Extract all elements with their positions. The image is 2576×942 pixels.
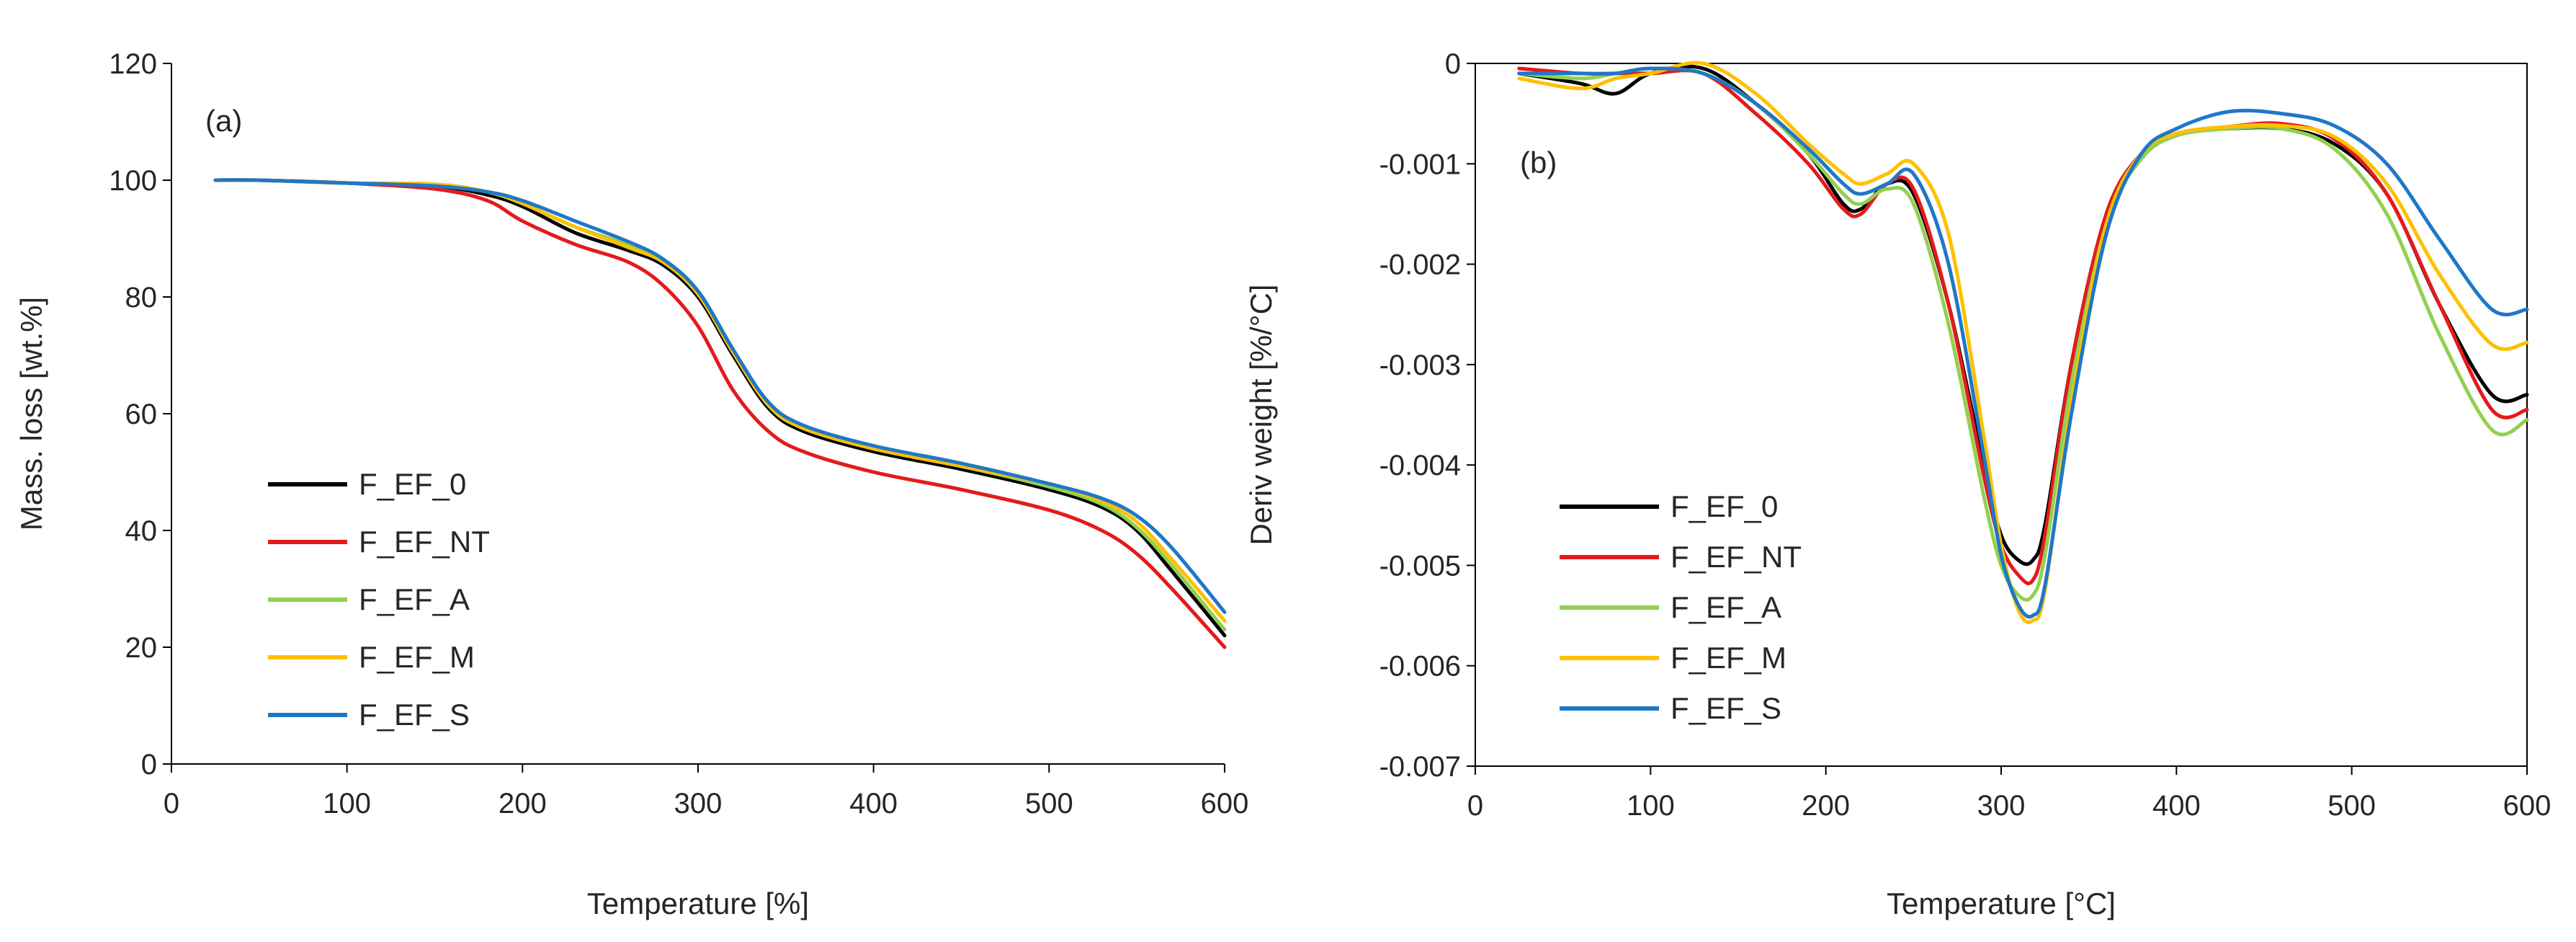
y-axis-label-b: Deriv weight [%/°C] (1244, 284, 1278, 545)
x-tick-labels-b: 0 100 200 300 400 500 600 (1467, 766, 2552, 822)
series-line-f-ef-a (213, 178, 1227, 632)
series-line-f-ef-nt (213, 178, 1227, 649)
y-tick-labels-b: 0 -0.001 -0.002 -0.003 -0.004 -0.005 -0.006 -0.… (1379, 48, 1475, 783)
series-line-f-ef-0 (213, 178, 1227, 638)
y-tick-label: 20 (125, 632, 158, 664)
legend-label: F_EF_S (1671, 691, 1781, 725)
legend-label: F_EF_S (359, 698, 470, 732)
y-tick-label: 120 (109, 48, 157, 80)
chart-panel-b: 0 -0.001 -0.002 -0.003 -0.004 -0.005 -0.006 -0.… (1244, 48, 2551, 920)
y-tick-label: -0.005 (1379, 550, 1461, 582)
y-axis-label-a: Mass. loss [wt.%] (14, 297, 48, 530)
x-axis-label-a: Temperature [%] (587, 887, 809, 920)
panel-label-b: (b) (1520, 146, 1557, 179)
y-tick-label: 60 (125, 399, 158, 430)
x-tick-label: 600 (1201, 788, 1249, 819)
x-axis-label-b: Temperature [°C] (1887, 887, 2116, 920)
legend-label: F_EF_0 (1671, 489, 1778, 523)
y-tick-label: -0.002 (1379, 249, 1461, 281)
x-tick-label: 400 (2152, 790, 2201, 822)
y-tick-label: 80 (125, 282, 158, 314)
x-tick-label: 100 (323, 788, 371, 819)
series-layer-a (213, 178, 1227, 649)
legend-a: F_EF_0 F_EF_NT F_EF_A F_EF_M F_EF_S (268, 467, 490, 732)
y-tick-label: -0.001 (1379, 148, 1461, 180)
y-tick-label: 0 (1445, 48, 1461, 80)
panel-label-a: (a) (205, 104, 242, 138)
legend-label: F_EF_A (1671, 590, 1781, 624)
y-tick-label: -0.004 (1379, 450, 1461, 481)
x-tick-labels-a: 0 100 200 300 400 500 600 (164, 764, 1249, 819)
x-tick-label: 300 (1977, 790, 2026, 822)
series-line-f-ef-s (213, 178, 1227, 614)
legend-label: F_EF_M (359, 640, 475, 674)
x-tick-label: 400 (849, 788, 898, 819)
y-tick-label: 100 (109, 165, 157, 197)
legend-label: F_EF_M (1671, 641, 1786, 675)
x-tick-label: 100 (1627, 790, 1675, 822)
y-tick-label: 0 (141, 749, 157, 781)
series-layer-b (1517, 61, 2529, 624)
y-tick-labels-a: 0 20 40 60 80 100 120 (109, 48, 171, 781)
x-tick-label: 0 (1467, 790, 1483, 822)
x-tick-label: 500 (1025, 788, 1073, 819)
y-tick-label: -0.007 (1379, 751, 1461, 783)
y-tick-label: -0.006 (1379, 651, 1461, 683)
x-tick-label: 300 (674, 788, 723, 819)
legend-label: F_EF_NT (1671, 540, 1802, 574)
legend-label: F_EF_NT (359, 525, 490, 559)
y-tick-label: 40 (125, 515, 158, 547)
x-tick-label: 200 (1802, 790, 1850, 822)
legend-label: F_EF_A (359, 582, 470, 616)
y-tick-label: -0.003 (1379, 350, 1461, 381)
x-tick-label: 0 (164, 788, 179, 819)
x-tick-label: 200 (498, 788, 547, 819)
series-line-f-ef-m (1517, 61, 2529, 624)
legend-label: F_EF_0 (359, 467, 466, 501)
x-tick-label: 500 (2327, 790, 2376, 822)
legend-b: F_EF_0 F_EF_NT F_EF_A F_EF_M F_EF_S (1560, 489, 1802, 725)
series-line-f-ef-s (1517, 66, 2529, 619)
x-tick-label: 600 (2503, 790, 2552, 822)
